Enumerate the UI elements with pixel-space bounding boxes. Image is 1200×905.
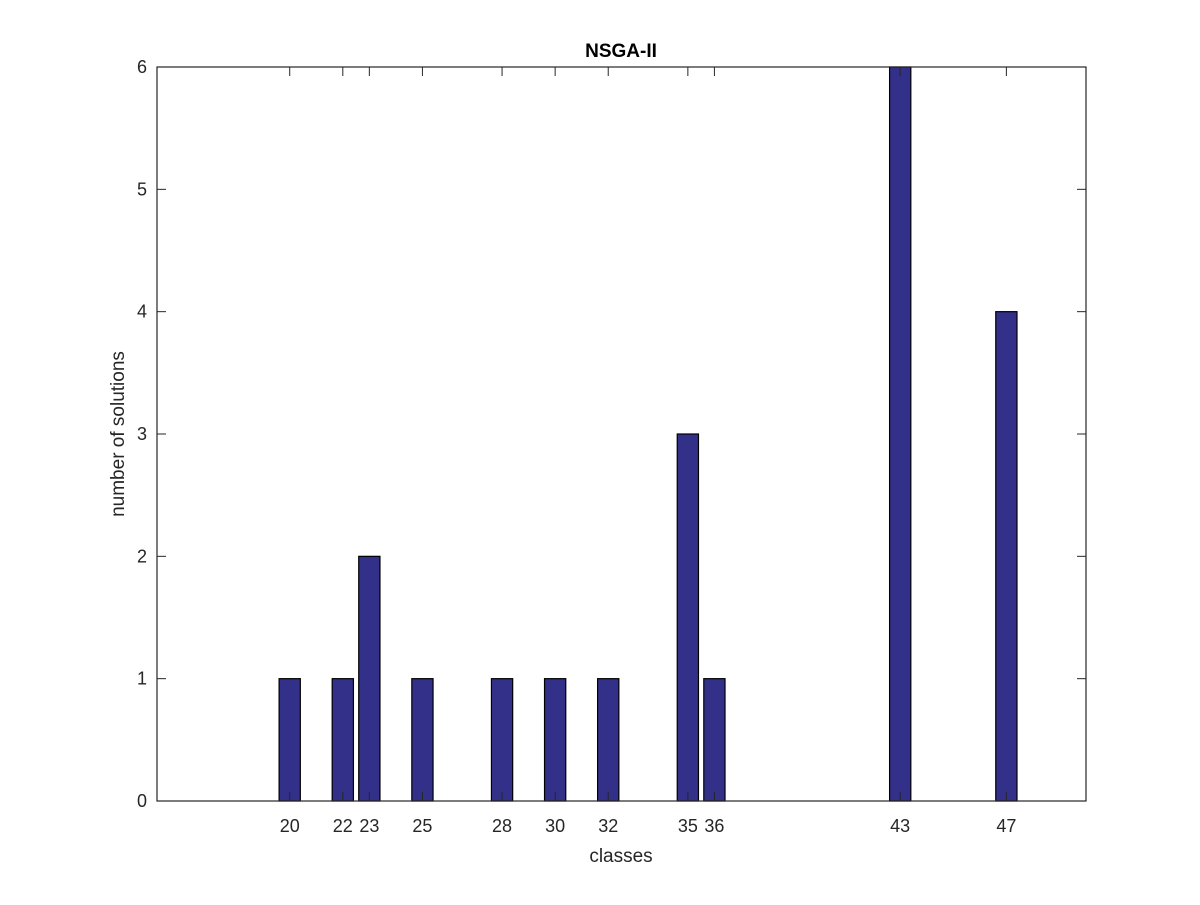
x-tick-label: 20 [280, 816, 300, 836]
y-tick-label: 4 [137, 302, 147, 322]
x-tick-label: 30 [545, 816, 565, 836]
y-tick-label: 5 [137, 179, 147, 199]
y-tick-label: 0 [137, 791, 147, 811]
bar-25 [411, 678, 434, 802]
x-tick-label: 47 [996, 816, 1016, 836]
x-tick-label: 22 [333, 816, 353, 836]
y-axis-ticks: 0 1 2 3 4 5 6 [137, 57, 1086, 811]
x-tick-label: 36 [704, 816, 724, 836]
bar-47 [995, 311, 1018, 802]
bar-32 [597, 678, 620, 802]
bar-28 [490, 678, 514, 802]
y-tick-label: 1 [137, 669, 147, 689]
x-tick-label: 35 [678, 816, 698, 836]
x-axis-ticks: 20 22 23 25 28 30 32 35 36 43 47 [280, 67, 1016, 836]
x-axis-label: classes [589, 846, 652, 867]
x-tick-label: 43 [890, 816, 910, 836]
bar-36 [703, 678, 726, 802]
chart-title: NSGA-II [585, 41, 657, 62]
bar-30 [543, 678, 567, 802]
y-tick-label: 2 [137, 546, 147, 566]
bar-20 [278, 678, 301, 802]
bar-35 [676, 433, 700, 802]
x-tick-label: 23 [359, 816, 379, 836]
bar-43 [888, 66, 912, 802]
bar-22 [331, 678, 355, 802]
x-tick-label: 32 [598, 816, 618, 836]
x-tick-label: 25 [412, 816, 432, 836]
y-tick-label: 3 [137, 424, 147, 444]
y-tick-label: 6 [137, 57, 147, 77]
x-tick-label: 28 [492, 816, 512, 836]
y-axis-label: number of solutions [108, 351, 129, 517]
bar-23 [358, 555, 381, 802]
bars-layer [278, 66, 1018, 802]
